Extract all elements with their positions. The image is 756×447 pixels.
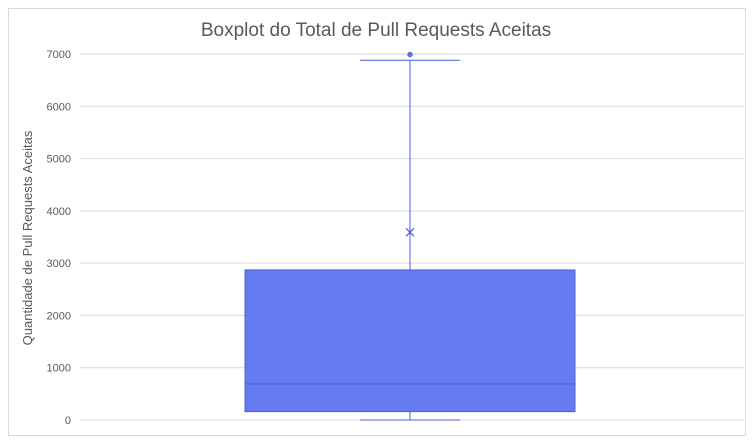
boxplot-chart: Boxplot do Total de Pull Requests Aceita… — [20, 20, 744, 427]
y-tick-label: 5000 — [47, 154, 71, 166]
y-tick-label: 7000 — [47, 49, 71, 61]
boxplot-series — [244, 51, 576, 421]
y-tick-label: 0 — [65, 415, 71, 427]
mean-marker — [405, 227, 415, 237]
y-tick-label: 6000 — [47, 101, 71, 113]
y-tick-label: 4000 — [47, 206, 71, 218]
y-axis-title: Quantidade de Pull Requests Aceitas — [20, 130, 35, 345]
interquartile-box — [244, 269, 576, 413]
y-tick-label: 3000 — [47, 258, 71, 270]
outlier-point — [407, 51, 413, 58]
y-axis-ticks: 0 1000 2000 3000 4000 5000 6000 7000 — [47, 49, 71, 427]
y-tick-label: 1000 — [47, 363, 71, 375]
y-tick-label: 2000 — [47, 310, 71, 322]
chart-frame: Boxplot do Total de Pull Requests Aceita… — [8, 8, 746, 436]
chart-title: Boxplot do Total de Pull Requests Aceita… — [201, 20, 551, 41]
